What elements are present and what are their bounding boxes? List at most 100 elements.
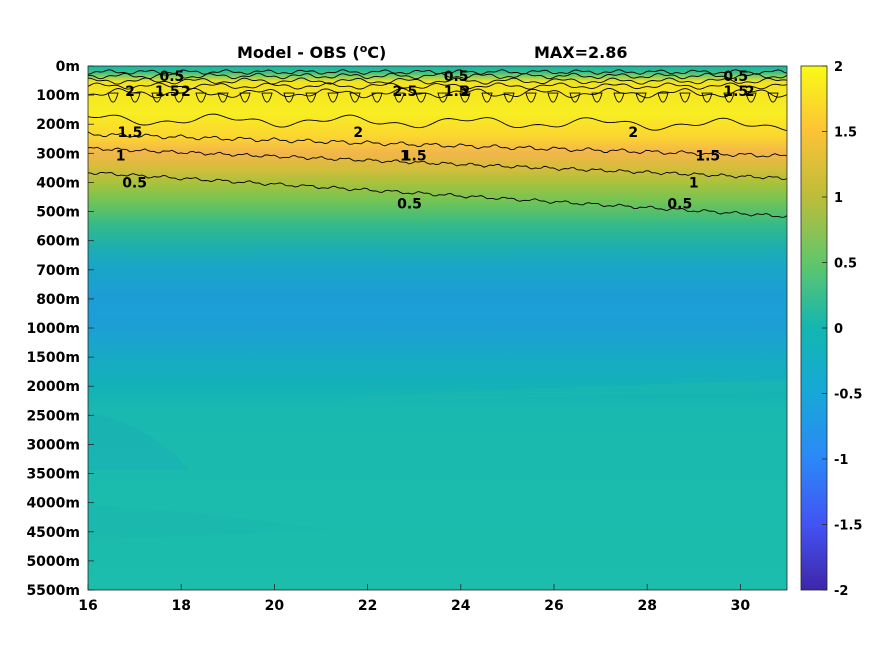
x-tick-label: 28 — [637, 598, 656, 614]
contour-near-surface-3 — [88, 77, 787, 85]
y-tick-label: 5500m — [26, 583, 80, 599]
y-tick-label: 100m — [36, 88, 80, 104]
contour-label: 1.5 — [402, 148, 427, 164]
y-tick-label: 3000m — [26, 437, 80, 453]
y-tick-label: 0m — [56, 59, 80, 75]
contour-label: 1 — [689, 175, 699, 191]
contour-label: 0.5 — [667, 197, 692, 213]
contour-2.5-loop — [217, 92, 229, 103]
contour-label: 2 — [461, 84, 471, 100]
contour-label: 2 — [125, 84, 135, 100]
x-tick-label: 22 — [358, 598, 377, 614]
contour-2.5-loop — [305, 92, 317, 103]
y-tick-label: 1500m — [26, 350, 80, 366]
contour-1.5 — [88, 131, 787, 158]
contour-label: 0.5 — [122, 175, 147, 191]
contour-label: 2.5 — [392, 84, 417, 100]
contour-2.5-loop — [481, 92, 493, 103]
contour-2.5-loop — [459, 92, 471, 103]
y-tick-label: 800m — [36, 292, 80, 308]
heatmap-field — [88, 66, 787, 590]
contour-label: 0.5 — [397, 197, 422, 213]
colorbar-tick-label: -1 — [834, 453, 848, 468]
contour-label: 1.5 — [155, 84, 180, 100]
contour-2.5-loop — [415, 92, 427, 103]
contour-1 — [88, 146, 787, 181]
contour-label: 0.5 — [723, 69, 748, 85]
contour-2.5-loop — [107, 92, 119, 103]
y-tick-label: 4500m — [26, 525, 80, 541]
contour-2.5-loop — [525, 92, 537, 103]
x-axis: 16 18 20 22 24 26 28 30 — [78, 584, 750, 614]
contour-2.5-loop — [679, 92, 691, 103]
x-tick-label: 16 — [78, 598, 97, 614]
x-tick-label: 18 — [171, 598, 190, 614]
contour-2.5-loop — [635, 92, 647, 103]
y-tick-label: 3500m — [26, 467, 80, 483]
colorbar-tick-label: -1.5 — [834, 519, 862, 534]
contour-2.5-loop — [723, 92, 735, 103]
contour-2.5-loop — [503, 92, 515, 103]
deep-anomaly-patch-3 — [340, 380, 787, 404]
contour-label: 1 — [400, 148, 410, 164]
contour-2.5-loop — [371, 92, 383, 103]
colorbar-tick-label: 0.5 — [834, 257, 857, 272]
contour-2.5-loop — [129, 92, 141, 103]
y-tick-label: 5000m — [26, 554, 80, 570]
colorbar-tick-label: 2 — [834, 60, 843, 75]
colorbar-tick-label: 1.5 — [834, 126, 857, 141]
contour-label: 2 — [745, 84, 755, 100]
contour-2.5-loop — [437, 92, 449, 103]
y-tick-label: 500m — [36, 205, 80, 221]
x-tick-label: 26 — [544, 598, 563, 614]
contour-label: 0.5 — [444, 69, 469, 85]
contour-2.5-loop — [591, 92, 603, 103]
contour-near-surface-2 — [88, 72, 787, 80]
x-tick-label: 20 — [265, 598, 285, 614]
contour-2.5-loop — [151, 92, 163, 103]
contour-label: 1.5 — [723, 84, 748, 100]
contour-label: 1.5 — [444, 84, 469, 100]
contour-2.5-loop — [173, 92, 185, 103]
y-tick-label: 600m — [36, 234, 80, 250]
contour-2.5-loop — [349, 92, 361, 103]
x-tick-label: 24 — [451, 598, 471, 614]
y-tick-label: 2000m — [26, 379, 80, 395]
colorbar-tick-label: 0 — [834, 322, 843, 337]
contour-near-surface-4 — [88, 82, 787, 90]
contour-2.5-loop — [261, 92, 273, 103]
y-tick-label: 4000m — [26, 496, 80, 512]
title-main: Model - OBS ( — [237, 43, 360, 62]
contour-label: 2 — [353, 125, 363, 141]
y-tick-label: 400m — [36, 175, 80, 191]
contour-label: 1.5 — [118, 125, 143, 141]
contour-2.5-loop — [239, 92, 251, 103]
y-tick-label: 1000m — [26, 321, 80, 337]
title-max: MAX=2.86 — [534, 43, 628, 62]
contour-2.5-loop — [393, 92, 405, 103]
colorbar-tick-label: -2 — [834, 584, 848, 599]
x-tick-label: 30 — [731, 598, 751, 614]
contour-2.5-loop — [283, 92, 295, 103]
y-tick-label: 200m — [36, 117, 80, 133]
chart-title: Model - OBS (oC) — [237, 42, 386, 62]
contour-2 — [88, 113, 787, 132]
colorbar-tick-label: 1 — [834, 191, 843, 206]
y-axis: 0m 100m 200m 300m 400m 500m 600m 700m 800m 1000m 1… — [26, 59, 94, 599]
title-unit: C) — [367, 43, 386, 62]
contour-label: 0.5 — [159, 69, 184, 85]
colorbar-tick-label: -0.5 — [834, 388, 862, 403]
deep-anomaly-patch-2 — [88, 505, 330, 540]
contour-2.5-loop — [327, 92, 339, 103]
contour-2.5-loop — [745, 92, 757, 103]
contour-0.5 — [88, 171, 787, 218]
title-degree: o — [360, 42, 368, 55]
contour-2.5-loop — [657, 92, 669, 103]
contour-label: 1 — [116, 148, 126, 164]
contour-2.5-loop — [569, 92, 581, 103]
y-tick-label: 2500m — [26, 408, 80, 424]
contour-lines — [88, 69, 787, 218]
y-tick-label: 300m — [36, 146, 80, 162]
contour-2.5-loop — [613, 92, 625, 103]
